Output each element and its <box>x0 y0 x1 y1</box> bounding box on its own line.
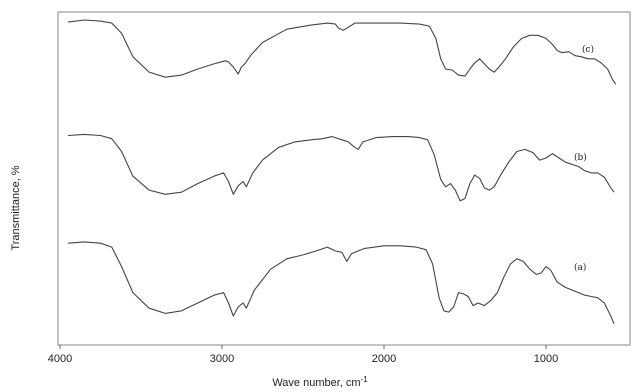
spectrum-line-c <box>68 19 617 85</box>
x-axis-ticks: 4000 3000 2000 1000 <box>48 345 558 365</box>
series-label-a: (a) <box>574 262 586 273</box>
y-axis-title: Transmittance, % <box>10 165 22 250</box>
spectra-group: (c) (b) (a) <box>68 19 617 325</box>
series-label-b: (b) <box>574 152 587 163</box>
x-tick-label: 4000 <box>48 353 72 365</box>
spectrum-line-a <box>68 241 615 325</box>
x-axis-title: Wave number, cm-1 <box>272 375 368 389</box>
x-tick-label: 3000 <box>210 353 234 365</box>
plot-frame <box>57 11 631 346</box>
x-tick-label: 2000 <box>372 353 396 365</box>
spectrum-line-b <box>68 133 615 202</box>
x-axis-title-superscript: -1 <box>361 375 369 384</box>
series-label-c: (c) <box>582 44 594 55</box>
x-tick-label: 1000 <box>534 353 558 365</box>
